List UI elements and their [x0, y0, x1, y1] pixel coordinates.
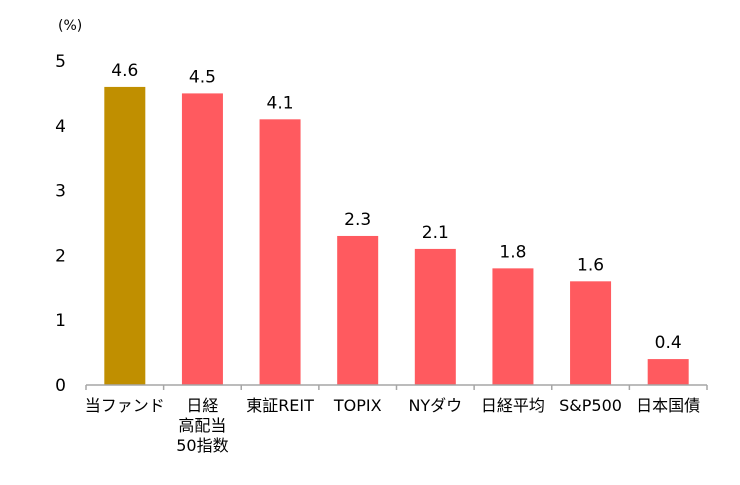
bar [259, 119, 301, 385]
data-label: 2.3 [344, 210, 371, 230]
category-label: 50指数 [176, 436, 228, 455]
category-label: 当ファンド [85, 396, 165, 415]
bar [104, 86, 146, 386]
bar [647, 359, 689, 385]
category-label: 高配当 [178, 416, 226, 435]
data-label: 4.6 [111, 61, 138, 81]
data-labels: 4.6 4.5 4.1 2.3 2.1 1.8 1.6 0.4 [111, 61, 681, 353]
y-tick-label: 2 [55, 246, 66, 266]
y-tick-label: 5 [55, 52, 66, 72]
bar [181, 93, 223, 386]
data-label: 1.6 [577, 255, 604, 275]
data-label: 4.5 [189, 67, 216, 87]
data-label: 1.8 [499, 242, 526, 262]
category-label: 日本国債 [636, 396, 700, 415]
data-label: 0.4 [655, 333, 682, 353]
bar [414, 248, 456, 385]
category-label: 日経 [186, 396, 218, 415]
category-label: 日経平均 [481, 396, 545, 415]
y-tick-label: 3 [55, 182, 66, 202]
category-label: 東証REIT [246, 396, 314, 415]
data-label: 4.1 [267, 93, 294, 113]
bar [337, 235, 379, 385]
category-label: TOPIX [333, 396, 382, 415]
category-label: NYダウ [408, 396, 462, 415]
category-label: S&P500 [559, 396, 622, 415]
x-axis-ticks [85, 385, 708, 390]
y-tick-label: 1 [55, 311, 66, 331]
y-tick-label: 4 [55, 117, 66, 137]
y-axis-unit-label: (%) [58, 18, 82, 34]
data-label: 2.1 [422, 223, 449, 243]
bars [104, 86, 689, 386]
y-tick-label: 0 [55, 376, 66, 396]
y-axis-ticks: 0 1 2 3 4 5 [55, 52, 66, 396]
bar [570, 281, 612, 385]
bar [492, 268, 534, 385]
